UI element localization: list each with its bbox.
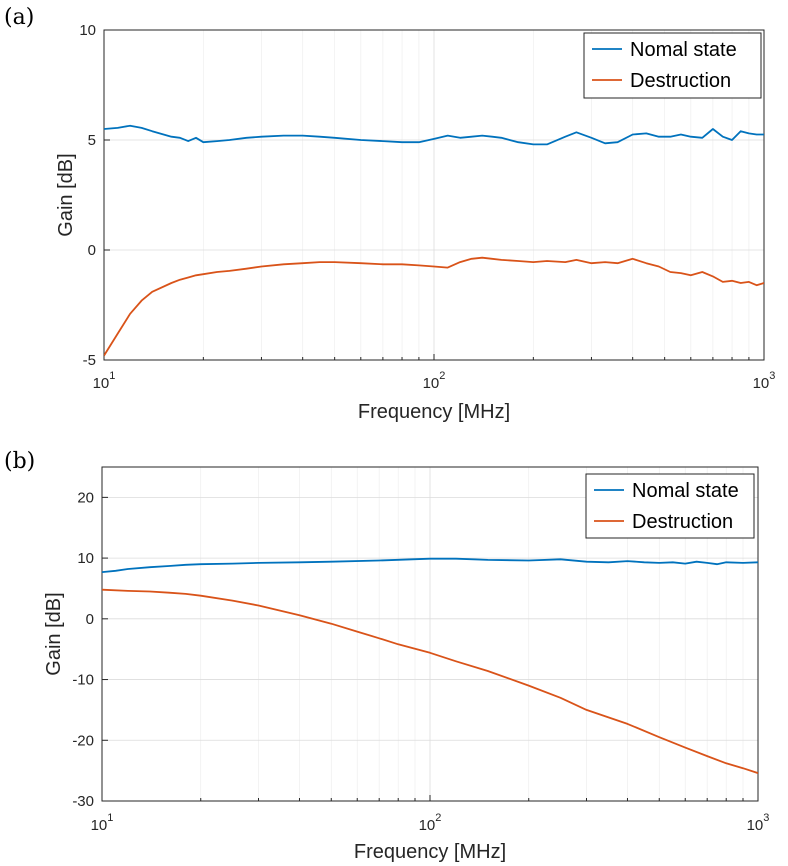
panel-a-y-axis-title: Gain [dB] (55, 153, 77, 236)
panel-a-legend: Nomal state Destruction (583, 32, 762, 99)
panel-a-series-line-nominal (104, 124, 764, 146)
panel-a-x-tick-exponent: 3 (769, 370, 775, 382)
panel-a-x-tick-label: 102 (423, 370, 446, 392)
panel-b-x-tick-label: 103 (747, 812, 770, 834)
panel-b-y-axis-title: Gain [dB] (43, 592, 65, 675)
panel-a-y-tick-label: -5 (83, 352, 96, 369)
panel-b-y-tick-label: 20 (77, 489, 94, 506)
panel-b-x-tick-label: 101 (91, 812, 114, 834)
panel-b-legend-label: Nomal state (632, 480, 739, 502)
panel-a-y-tick-label: 5 (88, 132, 96, 149)
panel-a-x-tick-exponent: 1 (109, 370, 115, 382)
panel-b-legend-label: Destruction (632, 511, 733, 533)
panel-b-x-tick-exponent: 2 (435, 812, 441, 824)
panel-a-label: (a) (4, 5, 34, 30)
panel-a-legend-label: Destruction (630, 70, 731, 92)
panel-b-x-tick-base: 10 (419, 817, 436, 834)
panel-a-x-tick-exponent: 2 (439, 370, 445, 382)
panel-a-x-tick-base: 10 (423, 375, 440, 392)
panel-b-y-tick-label: -20 (72, 732, 94, 749)
panel-b-y-tick-label: 0 (86, 611, 94, 628)
panel-b-x-tick-label: 102 (419, 812, 442, 834)
panel-b-y-tick-label: -30 (72, 793, 94, 810)
panel-a-legend-box (583, 32, 762, 99)
panel-a-y-tick-label: 0 (88, 242, 96, 259)
panel-b-series-line-destruction (102, 588, 758, 774)
panel-b-legend: Nomal state Destruction (585, 473, 755, 539)
panel-a-x-tick-label: 101 (93, 370, 116, 392)
panel-a-x-tick-base: 10 (753, 375, 770, 392)
panel-a-x-axis-title: Frequency [MHz] (358, 401, 510, 423)
panel-b-x-tick-base: 10 (91, 817, 108, 834)
panel-b-x-tick-base: 10 (747, 817, 764, 834)
panel-b-legend-box (585, 473, 755, 539)
panel-b-series-line-nominal (102, 557, 758, 573)
panel-a-y-tick-label: 10 (79, 22, 96, 39)
panel-b-x-tick-exponent: 3 (763, 812, 769, 824)
panel-b-label: (b) (4, 449, 35, 474)
panel-b-x-axis-title: Frequency [MHz] (354, 841, 506, 863)
panel-a-series-line-destruction (104, 256, 764, 357)
panel-b-y-tick-label: -10 (72, 672, 94, 689)
panel-b-y-tick-label: 10 (77, 550, 94, 567)
panel-a-legend-label: Nomal state (630, 39, 737, 61)
panel-b-x-tick-exponent: 1 (107, 812, 113, 824)
panel-a-x-tick-label: 103 (753, 370, 776, 392)
panel-a-x-tick-base: 10 (93, 375, 110, 392)
